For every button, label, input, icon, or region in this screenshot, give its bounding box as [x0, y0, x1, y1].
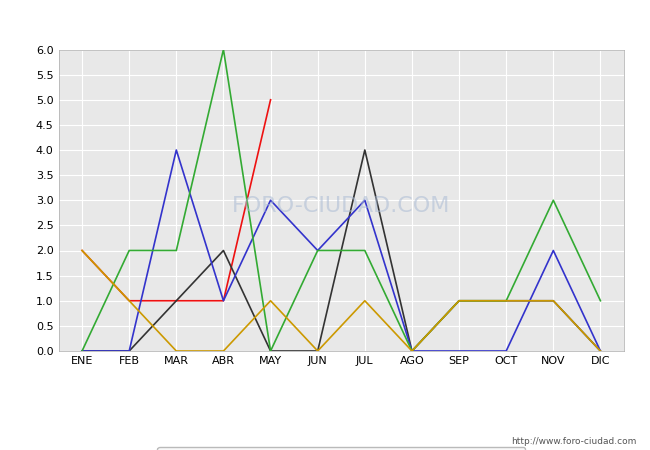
Text: Matriculaciones de Vehiculos en Llanars: Matriculaciones de Vehiculos en Llanars [159, 11, 491, 29]
Text: FORO-CIUDAD.COM: FORO-CIUDAD.COM [232, 196, 450, 216]
Legend: 2024, 2023, 2022, 2021, 2020: 2024, 2023, 2022, 2021, 2020 [157, 447, 525, 450]
Text: http://www.foro-ciudad.com: http://www.foro-ciudad.com [512, 436, 637, 446]
